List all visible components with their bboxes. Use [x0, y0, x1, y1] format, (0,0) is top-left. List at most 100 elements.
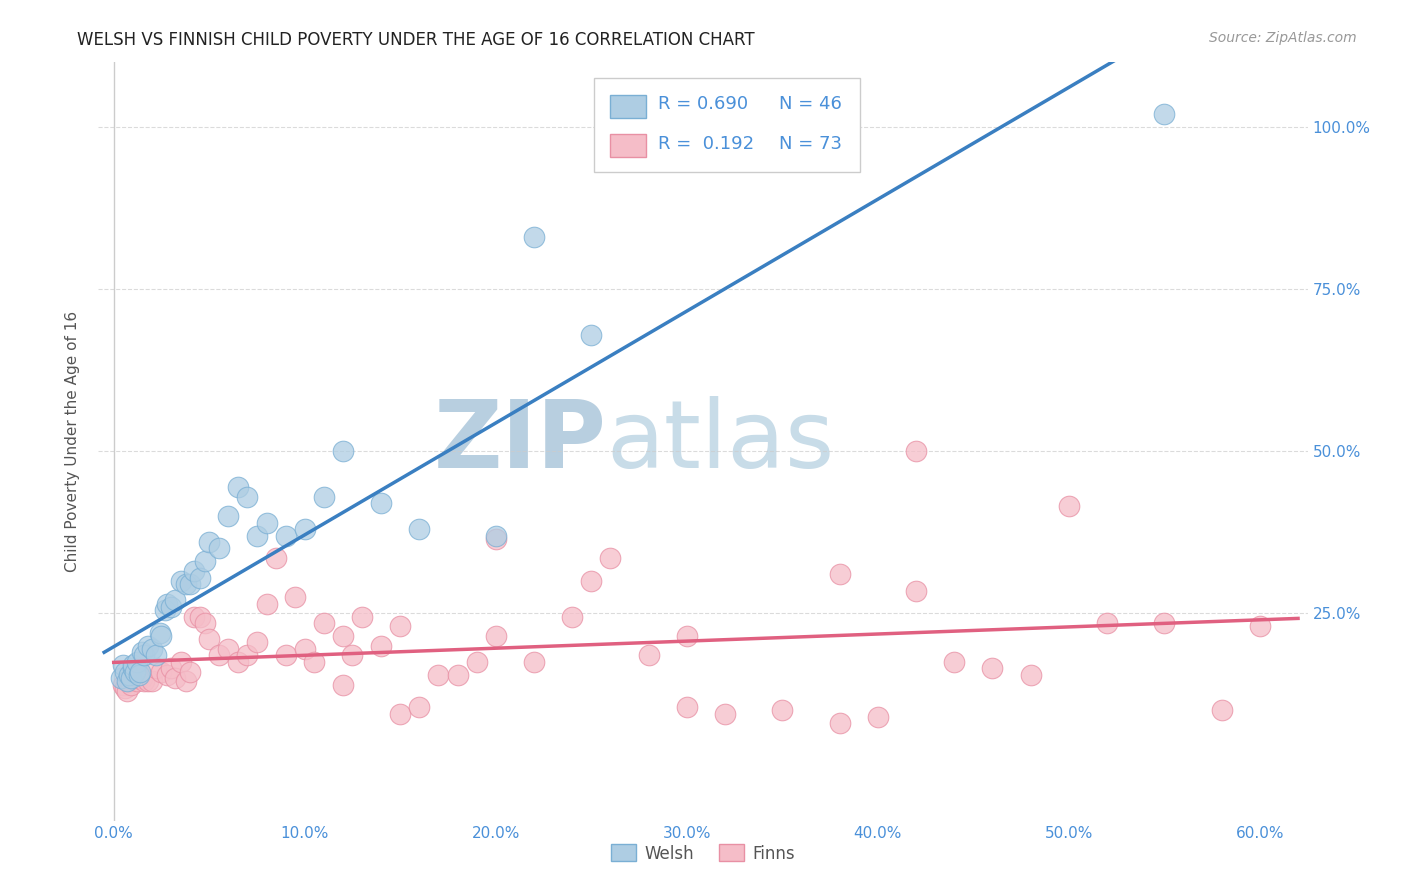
Point [118, 674, 141, 689]
Text: R = 0.690: R = 0.690 [658, 95, 748, 113]
Point [150, 665, 173, 679]
Point [226, 655, 249, 669]
Point [408, 700, 430, 714]
Point [1211, 703, 1233, 717]
Point [332, 677, 354, 691]
Text: N = 46: N = 46 [779, 95, 842, 113]
Point [981, 661, 1004, 675]
Point [581, 327, 603, 342]
Point [1019, 668, 1042, 682]
Point [256, 516, 278, 530]
Point [124, 665, 146, 679]
Point [246, 528, 269, 542]
Point [169, 574, 191, 588]
Point [112, 677, 135, 691]
Point [112, 658, 135, 673]
Point [304, 655, 326, 669]
Point [523, 655, 546, 669]
Point [121, 658, 143, 673]
Point [274, 648, 297, 663]
Point [770, 703, 793, 717]
Point [121, 671, 143, 685]
Point [599, 551, 621, 566]
Point [118, 668, 141, 682]
Point [1153, 107, 1175, 121]
Point [714, 706, 737, 721]
Point [1249, 619, 1271, 633]
Point [160, 661, 183, 675]
Point [217, 641, 239, 656]
Point [150, 629, 173, 643]
Point [183, 609, 205, 624]
Point [246, 635, 269, 649]
Point [294, 641, 316, 656]
Point [256, 597, 278, 611]
Point [115, 674, 138, 689]
Point [124, 668, 146, 682]
Point [131, 671, 153, 685]
Point [1095, 615, 1118, 630]
Point [188, 609, 211, 624]
Point [1057, 500, 1080, 514]
Point [284, 590, 307, 604]
Point [208, 648, 231, 663]
Point [198, 632, 221, 647]
FancyBboxPatch shape [610, 135, 647, 157]
Point [198, 535, 221, 549]
Point [145, 661, 167, 675]
Point [904, 583, 927, 598]
Point [342, 648, 364, 663]
Point [136, 639, 159, 653]
Point [194, 615, 217, 630]
Point [129, 668, 152, 682]
Text: atlas: atlas [606, 395, 835, 488]
Point [110, 671, 132, 685]
Point [136, 674, 159, 689]
Point [134, 674, 156, 689]
Point [179, 665, 201, 679]
Point [155, 603, 177, 617]
Point [183, 564, 205, 578]
Point [866, 710, 889, 724]
Point [294, 522, 316, 536]
Point [828, 567, 851, 582]
Point [264, 551, 287, 566]
Point [226, 480, 249, 494]
Text: ZIP: ZIP [433, 395, 606, 488]
FancyBboxPatch shape [595, 78, 860, 172]
Point [125, 655, 148, 669]
Point [465, 655, 488, 669]
Point [446, 668, 468, 682]
Point [370, 639, 392, 653]
Point [148, 625, 170, 640]
Point [163, 593, 186, 607]
Point [370, 496, 392, 510]
Point [581, 574, 603, 588]
Point [904, 444, 927, 458]
Point [120, 671, 142, 685]
Point [128, 668, 150, 682]
Point [523, 230, 546, 244]
Point [332, 629, 354, 643]
Point [637, 648, 659, 663]
Point [194, 554, 217, 568]
Point [131, 645, 153, 659]
Point [217, 509, 239, 524]
Point [389, 706, 412, 721]
Point [169, 655, 191, 669]
Point [179, 577, 201, 591]
Point [485, 629, 508, 643]
Point [675, 700, 697, 714]
Point [128, 671, 150, 685]
Point [485, 532, 508, 546]
Point [236, 490, 259, 504]
Point [350, 609, 373, 624]
Point [828, 716, 851, 731]
Point [141, 674, 163, 689]
Point [208, 541, 231, 556]
Point [236, 648, 259, 663]
Point [675, 629, 697, 643]
Point [389, 619, 412, 633]
Point [129, 665, 152, 679]
Point [174, 674, 197, 689]
